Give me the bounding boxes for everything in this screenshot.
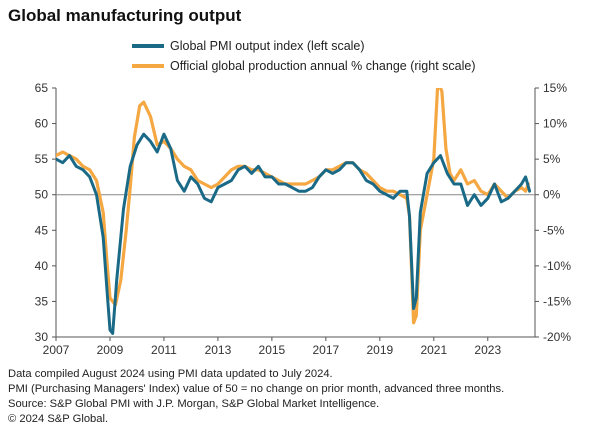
left-tick-label: 35 (35, 294, 49, 308)
note-pmi-definition: PMI (Purchasing Managers' Index) value o… (8, 383, 505, 395)
right-tick-label: 5% (543, 152, 561, 166)
left-tick-label: 65 (35, 81, 49, 95)
left-tick-label: 60 (35, 117, 49, 131)
x-tick-label: 2019 (366, 343, 393, 357)
legend-swatch-official (132, 64, 164, 68)
note-source: Source: S&P Global PMI with J.P. Morgan,… (8, 398, 380, 410)
left-tick-label: 40 (35, 259, 49, 273)
left-tick-label: 30 (35, 330, 49, 344)
right-tick-label: -20% (543, 330, 571, 344)
legend-swatch-pmi (132, 44, 164, 48)
chart-plot: 30 35 40 45 50 55 60 65 -20% -15% -10% -5% 0% 5% 10% 15… (35, 81, 572, 357)
right-tick-label: 10% (543, 117, 567, 131)
x-tick-label: 2013 (205, 343, 232, 357)
legend-label-official: Official global production annual % chan… (170, 59, 476, 73)
x-tick-label: 2021 (420, 343, 447, 357)
x-tick-label: 2015 (259, 343, 286, 357)
left-tick-label: 55 (35, 152, 49, 166)
note-copyright: © 2024 S&P Global. (8, 413, 109, 425)
x-tick-label: 2009 (97, 343, 124, 357)
x-tick-label: 2011 (151, 343, 177, 357)
x-tick-label: 2017 (313, 343, 340, 357)
legend-label-pmi: Global PMI output index (left scale) (170, 39, 365, 53)
x-tick-label: 2007 (43, 343, 70, 357)
right-tick-label: 15% (543, 81, 567, 95)
chart-title: Global manufacturing output (8, 6, 242, 25)
series-line-pmi (56, 132, 532, 335)
legend-item-pmi: Global PMI output index (left scale) (132, 36, 476, 56)
right-tick-label: -5% (543, 223, 565, 237)
note-data-compiled: Data compiled August 2024 using PMI data… (8, 368, 333, 380)
x-tick-label: 2023 (474, 343, 501, 357)
right-tick-label: 0% (543, 188, 561, 202)
chart-legend: Global PMI output index (left scale) Off… (132, 36, 476, 76)
left-tick-label: 50 (35, 188, 49, 202)
left-tick-label: 45 (35, 223, 49, 237)
series-line-official (56, 88, 530, 325)
right-tick-label: -10% (543, 259, 571, 273)
chart-notes: Data compiled August 2024 using PMI data… (8, 367, 504, 427)
right-tick-label: -15% (543, 294, 571, 308)
legend-item-official: Official global production annual % chan… (132, 56, 476, 76)
